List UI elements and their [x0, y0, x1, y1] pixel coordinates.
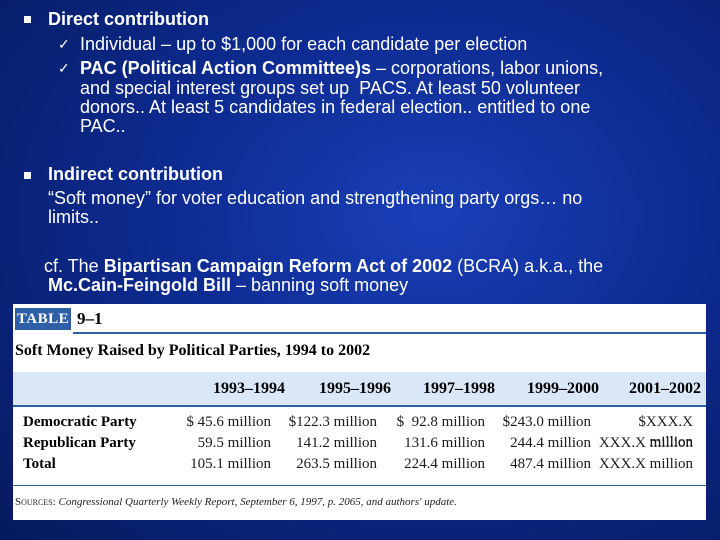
- bullet-heading-direct: Direct contribution: [48, 9, 209, 29]
- cf-mid: (BCRA) a.k.a., the: [452, 256, 604, 276]
- table-cell: XXX.X million: [598, 456, 693, 472]
- table-cell: $122.3 million: [288, 414, 377, 430]
- cf-line2: Mc.Cain-Feingold Bill – banning soft mon…: [48, 276, 408, 295]
- cf-suffix: – banning soft money: [231, 275, 409, 295]
- sub-bullet-pac-line1: PAC (Political Action Committee)s – corp…: [80, 59, 603, 78]
- table-cell: 263.5 million: [296, 456, 377, 472]
- table-top-rule: [73, 332, 706, 334]
- checkmark-icon: ✓: [58, 60, 70, 76]
- table-cell: 244.4 million: [510, 435, 591, 451]
- soft-money-table: TABLE 9–1 Soft Money Raised by Political…: [13, 304, 706, 520]
- sub-bullet-pac-line2: and special interest groups set up PACS.…: [80, 78, 580, 98]
- column-header: 1993–1994: [213, 380, 285, 397]
- table-cell: XXX.X million: [598, 435, 693, 451]
- cf-prefix: cf. The: [44, 256, 104, 276]
- column-header: 1997–1998: [423, 380, 495, 397]
- table-cell: 141.2 million: [296, 435, 377, 451]
- table-cell: 105.1 million: [190, 456, 271, 472]
- table-bottom-rule: [13, 485, 706, 486]
- table-cell: $243.0 million: [502, 414, 591, 430]
- column-header: 1999–2000: [527, 380, 599, 397]
- row-label: Republican Party: [23, 435, 136, 451]
- table-cell: $ 45.6 million: [186, 414, 271, 430]
- source-label: Sources:: [15, 496, 56, 508]
- sub-bullet-pac-line4: PAC..: [80, 116, 126, 136]
- cf-line1: cf. The Bipartisan Campaign Reform Act o…: [44, 257, 603, 276]
- table-source-note: Sources: Congressional Quarterly Weekly …: [15, 494, 457, 510]
- indirect-line2: limits..: [48, 207, 99, 227]
- table-cell: 487.4 million: [510, 456, 591, 472]
- bullet-square-icon: [24, 16, 31, 23]
- pac-line1-rest: – corporations, labor unions,: [371, 58, 604, 78]
- cf-mccain-name: Mc.Cain-Feingold Bill: [48, 275, 231, 295]
- table-cell: 224.4 million: [404, 456, 485, 472]
- table-cell: 131.6 million: [404, 435, 485, 451]
- row-label: Total: [23, 456, 56, 472]
- table-cell: 59.5 million: [197, 435, 271, 451]
- indirect-line1: “Soft money” for voter education and str…: [48, 188, 583, 208]
- pac-bold-label: PAC (Political Action Committee)s: [80, 58, 372, 78]
- bullet-square-icon: [24, 172, 31, 179]
- column-header: 1995–1996: [319, 380, 391, 397]
- sub-bullet-individual: Individual – up to $1,000 for each candi…: [80, 34, 528, 54]
- table-cell: $XXX.X million: [638, 414, 693, 450]
- checkmark-icon: ✓: [58, 36, 70, 52]
- sub-bullet-pac-line3: donors.. At least 5 candidates in federa…: [80, 97, 591, 117]
- cf-bcra-name: Bipartisan Campaign Reform Act of 2002: [103, 256, 453, 276]
- table-title: Soft Money Raised by Political Parties, …: [15, 342, 371, 359]
- table-header-rule: [13, 405, 706, 407]
- table-cell: $ 92.8 million: [396, 414, 485, 430]
- source-text: Congressional Quarterly Weekly Report, S…: [55, 496, 457, 508]
- table-badge: TABLE: [15, 308, 71, 330]
- table-header-band: [13, 372, 706, 405]
- column-header: 2001–2002: [629, 380, 701, 397]
- row-label: Democratic Party: [23, 414, 137, 430]
- bullet-heading-indirect: Indirect contribution: [48, 164, 223, 184]
- table-number: 9–1: [77, 309, 103, 328]
